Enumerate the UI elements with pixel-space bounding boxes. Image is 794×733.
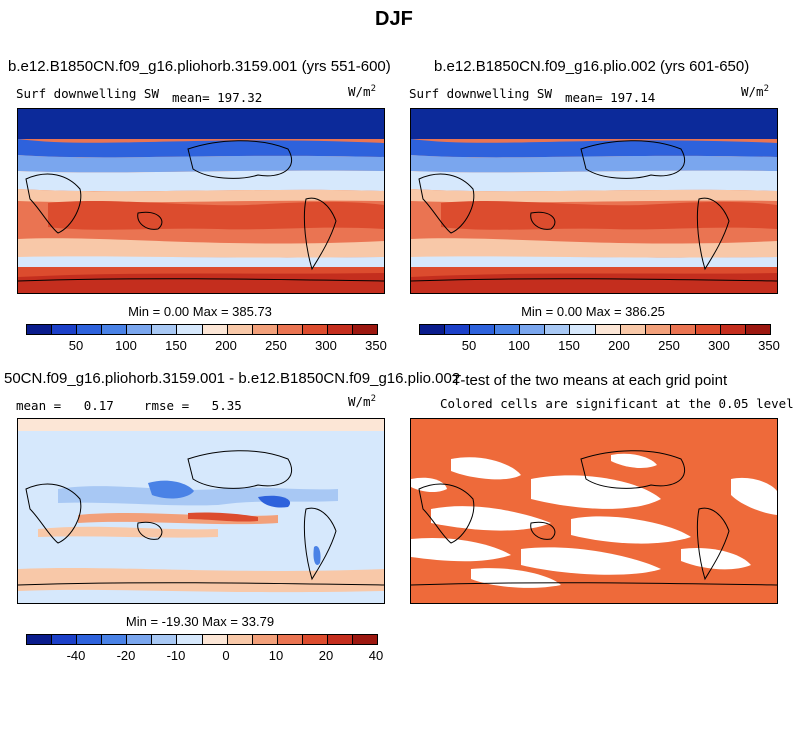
colorbar-swatch [77, 635, 103, 644]
panel1-case-title: b.e12.B1850CN.f09_g16.pliohorb.3159.001 … [8, 58, 391, 75]
colorbar-swatch [277, 635, 303, 644]
colorbar-swatch [252, 635, 278, 644]
colorbar-swatch [470, 325, 496, 334]
colorbar-swatch [746, 325, 771, 334]
colorbar-tick-label: 300 [708, 338, 730, 353]
colorbar-tick-label: 20 [318, 648, 334, 663]
colorbar-swatch [127, 635, 153, 644]
colorbar-tick-label: 100 [115, 338, 137, 353]
colorbar-swatch [27, 325, 53, 334]
panel2-stats: Min = 0.00 Max = 386.25 [521, 304, 665, 319]
colorbar-tick-label: 40 [368, 648, 384, 663]
colorbar-swatch [595, 325, 621, 334]
colorbar-tick-label: 0 [222, 648, 230, 663]
colorbar-swatch [302, 635, 328, 644]
colorbar-tick-label: 350 [758, 338, 780, 353]
colorbar-swatch [353, 325, 378, 334]
panel2-mean-label: mean= 197.14 [565, 90, 656, 105]
panel3-colorbar [26, 634, 378, 645]
colorbar-swatch [127, 325, 153, 334]
colorbar-swatch [102, 325, 128, 334]
colorbar-swatch [570, 325, 596, 334]
colorbar-swatch [152, 635, 178, 644]
panel2-units: W/m2 [741, 84, 769, 100]
figure-title: DJF [375, 8, 413, 30]
panel4-subtitle: Colored cells are significant at the 0.0… [440, 396, 794, 411]
panel1-colorbar [26, 324, 378, 335]
panel3-mean-rmse: mean = 0.17 rmse = 5.35 [16, 398, 242, 413]
colorbar-swatch [152, 325, 178, 334]
colorbar-tick-label: 250 [658, 338, 680, 353]
colorbar-tick-label: 10 [268, 648, 284, 663]
colorbar-tick-label: 350 [365, 338, 387, 353]
colorbar-swatch [277, 325, 303, 334]
colorbar-tick-label: 300 [315, 338, 337, 353]
colorbar-swatch [353, 635, 378, 644]
panel2-colorbar [419, 324, 771, 335]
panel3-stats: Min = -19.30 Max = 33.79 [125, 614, 275, 629]
colorbar-swatch [520, 325, 546, 334]
colorbar-swatch [252, 325, 278, 334]
panel3-units: W/m2 [348, 394, 376, 410]
panel2-map [410, 108, 778, 294]
colorbar-swatch [177, 635, 203, 644]
colorbar-swatch [720, 325, 747, 334]
colorbar-swatch [620, 325, 646, 334]
colorbar-swatch [77, 325, 103, 334]
colorbar-swatch [695, 325, 721, 334]
colorbar-swatch [102, 635, 128, 644]
panel1-variable-label: Surf downwelling SW [16, 86, 159, 101]
colorbar-swatch [545, 325, 571, 334]
colorbar-swatch [327, 325, 354, 334]
colorbar-swatch [227, 635, 253, 644]
colorbar-tick-label: 150 [558, 338, 580, 353]
colorbar-tick-label: 50 [68, 338, 84, 353]
colorbar-swatch [27, 635, 53, 644]
colorbar-tick-label: 200 [215, 338, 237, 353]
colorbar-swatch [645, 325, 671, 334]
colorbar-tick-label: 150 [165, 338, 187, 353]
colorbar-tick-label: -40 [66, 648, 86, 663]
colorbar-swatch [670, 325, 696, 334]
colorbar-tick-label: 100 [508, 338, 530, 353]
colorbar-swatch [227, 325, 253, 334]
colorbar-tick-label: 250 [265, 338, 287, 353]
colorbar-swatch [177, 325, 203, 334]
panel4-map [410, 418, 778, 604]
panel2-case-title: b.e12.B1850CN.f09_g16.plio.002 (yrs 601-… [434, 58, 750, 75]
panel1-units: W/m2 [348, 84, 376, 100]
colorbar-swatch [445, 325, 471, 334]
colorbar-swatch [202, 325, 228, 334]
panel3-case-title: 50CN.f09_g16.pliohorb.3159.001 - b.e12.B… [4, 370, 461, 387]
colorbar-swatch [52, 635, 78, 644]
panel2-variable-label: Surf downwelling SW [409, 86, 552, 101]
colorbar-tick-label: -20 [116, 648, 136, 663]
colorbar-tick-label: 200 [608, 338, 630, 353]
panel1-mean-label: mean= 197.32 [172, 90, 263, 105]
colorbar-swatch [302, 325, 328, 334]
colorbar-swatch [420, 325, 446, 334]
colorbar-tick-label: 50 [461, 338, 477, 353]
colorbar-swatch [495, 325, 521, 334]
panel3-map [17, 418, 385, 604]
colorbar-swatch [202, 635, 228, 644]
colorbar-swatch [52, 325, 78, 334]
colorbar-swatch [327, 635, 354, 644]
colorbar-tick-label: -10 [166, 648, 186, 663]
panel4-title: T-test of the two means at each grid poi… [452, 372, 728, 389]
panel1-stats: Min = 0.00 Max = 385.73 [128, 304, 272, 319]
panel1-map [17, 108, 385, 294]
